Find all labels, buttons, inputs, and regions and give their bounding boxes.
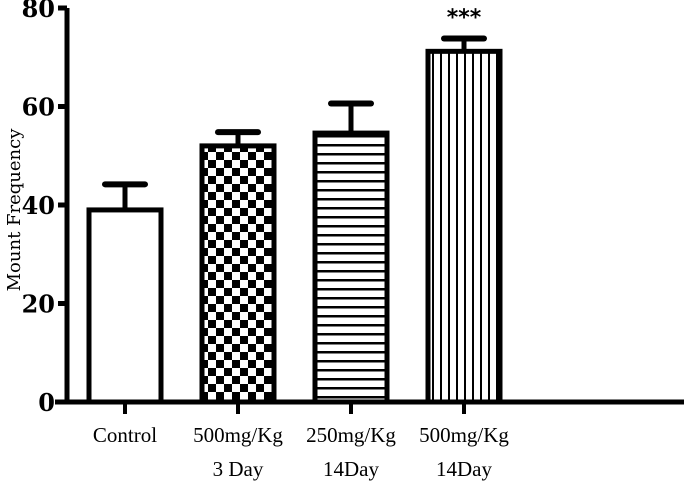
y-tick-label: 40 xyxy=(22,191,55,220)
x-tick-label: 500mg/Kg xyxy=(419,423,509,447)
x-tick-label: 14Day xyxy=(436,457,492,481)
bar xyxy=(312,130,390,405)
x-tick-label: 500mg/Kg xyxy=(193,423,283,447)
bar xyxy=(199,143,277,405)
bar xyxy=(425,48,503,405)
x-tick-label: Control xyxy=(93,423,157,447)
y-axis-label: Mount Frequency xyxy=(4,128,25,292)
x-tick-label: 250mg/Kg xyxy=(306,423,396,447)
y-tick-label: 60 xyxy=(22,93,55,122)
y-tick-label: 0 xyxy=(38,388,55,417)
bar xyxy=(86,207,164,405)
x-tick-label: 14Day xyxy=(323,457,379,481)
y-tick-label: 20 xyxy=(22,290,55,319)
significance-annotation: *** xyxy=(447,6,482,31)
y-tick-label: 80 xyxy=(22,0,55,23)
x-tick-label: 3 Day xyxy=(213,457,264,481)
